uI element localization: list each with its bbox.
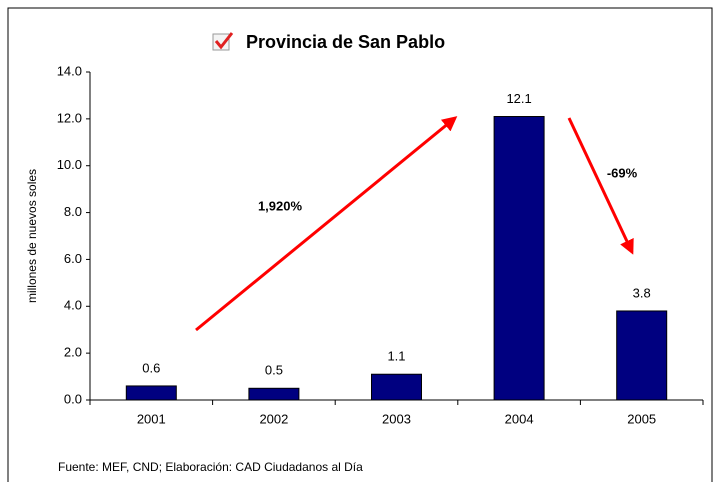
arrow — [567, 117, 634, 255]
bar — [616, 310, 668, 401]
x-tick-label: 2004 — [505, 411, 534, 426]
x-tick-label: 2005 — [627, 411, 656, 426]
y-tick-label: 12.0 — [57, 110, 82, 125]
title-icon — [212, 32, 234, 51]
arrow — [195, 116, 458, 332]
annotation: 1,920% — [258, 198, 303, 213]
data-label: 0.6 — [142, 360, 160, 375]
y-tick-label: 4.0 — [64, 298, 82, 313]
chart-border — [7, 7, 713, 482]
bar — [493, 116, 545, 401]
y-tick-label: 2.0 — [64, 345, 82, 360]
bar — [371, 373, 422, 401]
x-tick-label: 2001 — [137, 411, 166, 426]
bar — [248, 387, 300, 401]
chart-title: Provincia de San Pablo — [246, 32, 445, 52]
y-axis-label: millones de nuevos soles — [25, 169, 39, 303]
data-label: 3.8 — [633, 285, 651, 300]
annotation: -69% — [607, 165, 638, 180]
data-label: 0.5 — [265, 363, 283, 378]
y-tick-label: 6.0 — [64, 251, 82, 266]
y-tick-label: 0.0 — [64, 391, 82, 406]
x-tick-label: 2002 — [259, 411, 288, 426]
data-label: 1.1 — [387, 349, 405, 364]
bar — [125, 385, 177, 401]
y-tick-label: 8.0 — [64, 204, 82, 219]
y-tick-label: 14.0 — [57, 63, 82, 78]
y-tick-label: 10.0 — [57, 157, 82, 172]
x-tick-label: 2003 — [382, 411, 411, 426]
source-note: Fuente: MEF, CND; Elaboración: CAD Ciuda… — [58, 460, 363, 474]
data-label: 12.1 — [506, 91, 531, 106]
